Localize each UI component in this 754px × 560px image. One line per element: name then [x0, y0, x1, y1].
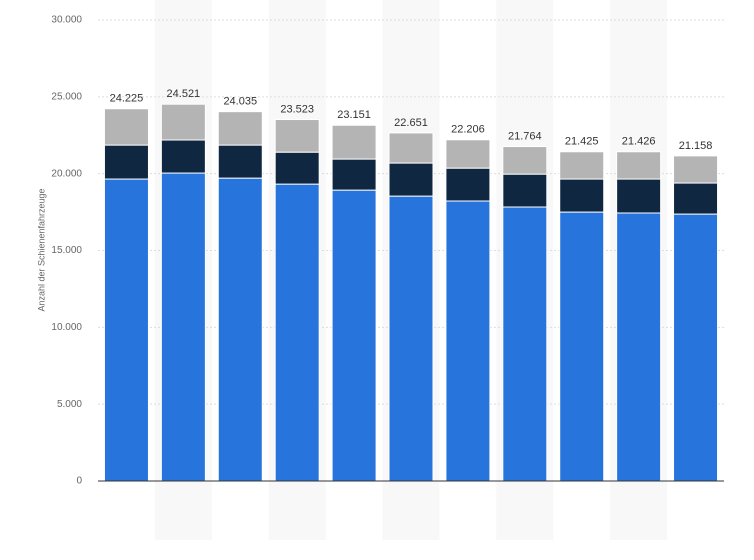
bar-segment [673, 155, 719, 184]
y-tick-label: 5.000 [57, 399, 82, 410]
bar-segment [160, 103, 206, 141]
bar-segment [559, 211, 605, 482]
bar-segment [217, 177, 263, 482]
total-label: 22.206 [451, 124, 485, 136]
bar-segment [331, 124, 377, 160]
bar-segment [502, 206, 548, 482]
bar-segment [388, 132, 434, 164]
total-label: 23.151 [337, 109, 371, 121]
bar-segment [217, 111, 263, 146]
bar-segment [559, 178, 605, 213]
bar-segment [673, 213, 719, 482]
y-tick-label: 20.000 [51, 168, 82, 179]
total-label: 24.521 [167, 88, 201, 100]
bar-segment [217, 144, 263, 179]
bar-segment [616, 212, 662, 482]
total-label: 23.523 [280, 103, 314, 115]
y-tick-label: 10.000 [51, 322, 82, 333]
total-label: 21.764 [508, 130, 542, 142]
y-tick-label: 25.000 [51, 91, 82, 102]
bar-segment [388, 162, 434, 197]
y-tick-label: 15.000 [51, 245, 82, 256]
total-label: 24.035 [223, 96, 257, 108]
total-label: 22.651 [394, 117, 428, 129]
total-label: 21.426 [622, 136, 656, 148]
bar-segment [673, 182, 719, 215]
bar-segment [445, 200, 491, 482]
bar-segment [502, 146, 548, 175]
bar-segment [103, 108, 149, 146]
y-tick-label: 30.000 [51, 15, 82, 26]
total-label: 24.225 [110, 93, 144, 105]
bar-segment [616, 178, 662, 214]
bar-segment [559, 151, 605, 180]
bar-segment [388, 195, 434, 482]
bar-segment [103, 144, 149, 180]
bar-segment [502, 173, 548, 208]
bar-segment [445, 139, 491, 169]
y-axis-label: Anzahl der Schienenfahrzeuge [36, 188, 46, 311]
bar-segment [103, 178, 149, 482]
bar-segment [331, 158, 377, 191]
bar-segment [274, 151, 320, 185]
bar-segment [445, 167, 491, 202]
bar-segment [274, 119, 320, 153]
bar-segment [616, 151, 662, 180]
bar-segment [160, 139, 206, 174]
total-label: 21.425 [565, 136, 599, 148]
bar-segment [274, 183, 320, 482]
bar-segment [331, 189, 377, 482]
y-tick-label: 0 [76, 476, 82, 487]
bar-segment [160, 172, 206, 482]
total-label: 21.158 [679, 140, 713, 152]
